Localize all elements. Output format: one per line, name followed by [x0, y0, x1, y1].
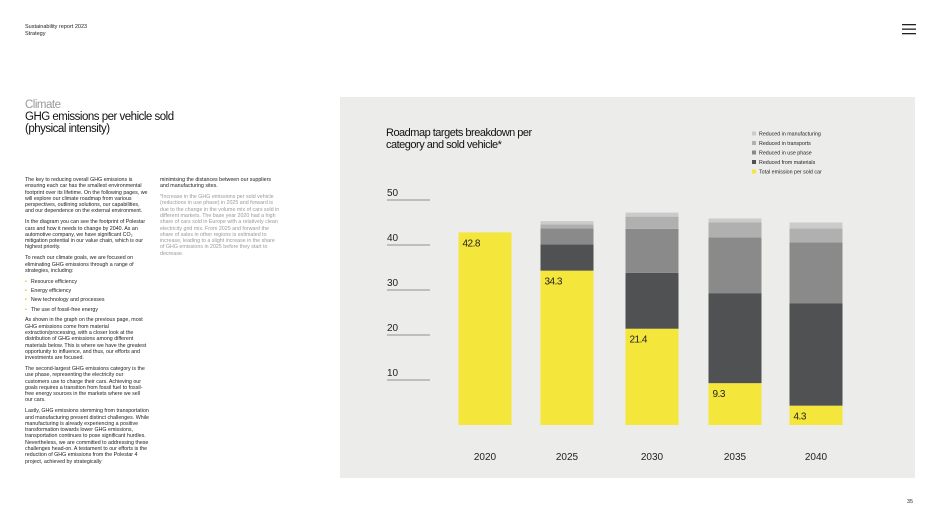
bar-segment: [708, 218, 762, 223]
section-name: Strategy: [25, 30, 46, 37]
bar-segment: [458, 232, 512, 425]
x-tick-label: 2040: [805, 452, 828, 463]
footnote: *Increase in the GHG emissions per sold …: [160, 194, 280, 257]
column-2: minimising the distances between our sup…: [160, 177, 280, 262]
bar-segment: [540, 221, 594, 225]
bar-segment: [708, 383, 762, 425]
menu-icon[interactable]: [902, 24, 916, 35]
bar-segment: [708, 293, 762, 384]
legend-swatch: [752, 169, 756, 174]
y-tick-label: 20: [387, 323, 399, 334]
bar-segment: [789, 242, 843, 304]
y-tick-label: 10: [387, 368, 399, 379]
data-label: 42.8: [463, 238, 481, 249]
legend-swatch: [752, 150, 756, 155]
legend-swatch: [752, 160, 756, 164]
y-tick-label: 30: [387, 278, 399, 289]
legend-label: Total emission per sold car: [759, 170, 822, 176]
x-tick-label: 2025: [556, 452, 579, 463]
page-number: 35: [907, 499, 913, 505]
bar-segment: [789, 228, 843, 243]
paragraph: Lastly, GHG emissions stemming from tran…: [25, 408, 149, 465]
y-tick-label: 40: [387, 233, 399, 244]
data-label: 21.4: [630, 335, 648, 346]
legend-swatch: [752, 131, 756, 136]
bar-segment: [708, 237, 762, 294]
legend-label: Reduced in transports: [759, 141, 811, 147]
bar-segment: [789, 303, 843, 406]
legend-swatch: [752, 141, 756, 145]
data-label: 34.3: [545, 277, 563, 288]
bar-segment: [625, 216, 679, 229]
bullet: New technology and processes: [25, 297, 149, 303]
bar-segment: [708, 222, 762, 238]
paragraph: As shown in the graph on the previous pa…: [25, 317, 147, 362]
page-title: GHG emissions per vehicle sold (physical…: [25, 111, 174, 135]
bullet: The use of fossil-free energy: [25, 307, 149, 313]
paragraph: The second-largest GHG emissions categor…: [25, 365, 145, 404]
paragraph: The key to reducing overall GHG emission…: [25, 177, 148, 215]
paragraph: In the diagram you can see the footprint…: [25, 219, 146, 251]
data-label: 9.3: [713, 389, 726, 400]
bar-segment: [540, 228, 594, 245]
legend-label: Reduced in use phase: [759, 151, 812, 157]
paragraph: minimising the distances between our sup…: [160, 177, 271, 190]
bar-segment: [625, 228, 679, 273]
y-tick-label: 50: [387, 188, 399, 199]
bullet: Energy efficiency: [25, 288, 149, 294]
column-1: The key to reducing overall GHG emission…: [25, 177, 149, 469]
report-name: Sustainability report 2023: [25, 24, 88, 30]
bar-segment: [540, 224, 594, 229]
bar-segment: [625, 272, 679, 329]
bullet: Resource efficiency: [25, 279, 149, 285]
bar-segment: [789, 405, 843, 425]
chart-title: Roadmap targets breakdown per category a…: [386, 127, 532, 151]
x-tick-label: 2030: [641, 452, 664, 463]
kicker: Climate: [25, 99, 61, 111]
legend-label: Reduced from materials: [759, 160, 816, 166]
bar-segment: [625, 212, 679, 217]
x-tick-label: 2035: [724, 452, 747, 463]
x-tick-label: 2020: [474, 452, 497, 463]
bar-segment: [789, 222, 843, 229]
legend-label: Reduced in manufacturing: [759, 132, 821, 138]
bar-segment: [540, 270, 594, 425]
bullet-list: Resource efficiency Energy efficiency New …: [25, 279, 149, 313]
bar-segment: [625, 328, 679, 425]
paragraph: To reach our climate goals, we are focus…: [25, 255, 134, 274]
bar-segment: [540, 244, 594, 271]
data-label: 4.3: [794, 412, 807, 423]
